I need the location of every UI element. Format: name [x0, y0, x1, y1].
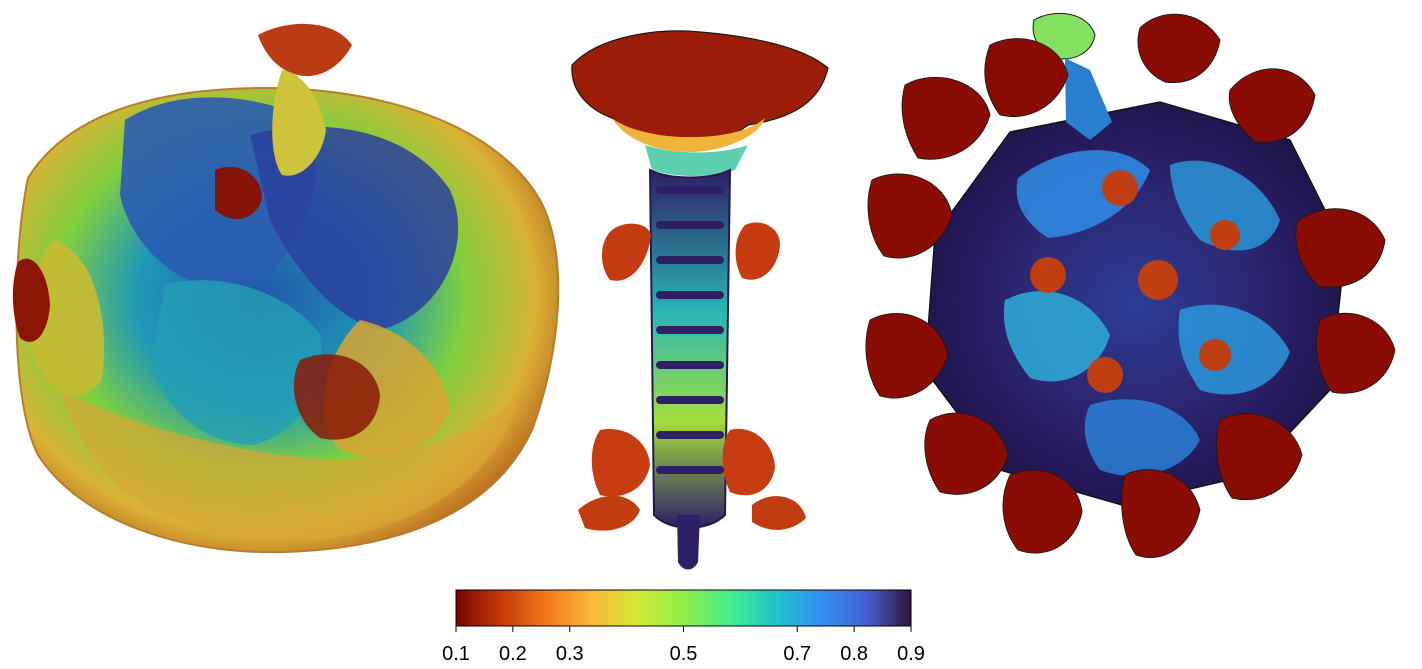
colorbar-tick-label: 0.1	[442, 643, 470, 665]
colorbar-tick-label: 0.8	[840, 643, 868, 665]
colorbar-gradient	[455, 589, 912, 627]
center-tail-structure	[571, 30, 829, 570]
colorbar: 0.1 0.2 0.3 0.5 0.7 0.8 0.9	[442, 589, 925, 665]
colorbar-tick-label: 0.3	[556, 643, 584, 665]
colorbar-ticks: 0.1 0.2 0.3 0.5 0.7 0.8 0.9	[442, 626, 925, 665]
colorbar-tick-label: 0.5	[670, 643, 698, 665]
colorbar-tick-label: 0.2	[499, 643, 527, 665]
left-structure	[12, 23, 560, 554]
colorbar-tick-label: 0.7	[783, 643, 811, 665]
colorbar-tick-label: 0.9	[897, 643, 925, 665]
right-capsid-structure	[865, 12, 1396, 559]
